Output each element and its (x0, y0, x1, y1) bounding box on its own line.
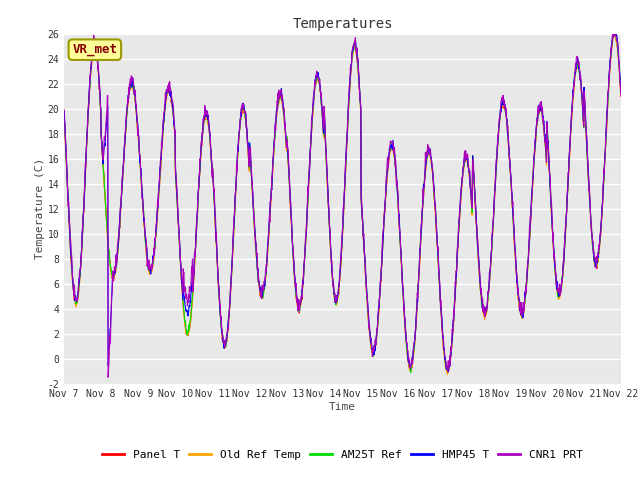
CNR1 PRT (184, 300, 192, 305)
Panel T (617, 94, 625, 99)
HMP45 T (551, 265, 559, 271)
HMP45 T (170, 119, 178, 124)
HMP45 T (611, 26, 618, 32)
Panel T (170, 123, 178, 129)
AM25T Ref (611, 28, 618, 34)
Old Ref Temp (170, 125, 178, 131)
Old Ref Temp (184, 333, 191, 339)
Panel T (184, 333, 191, 338)
Old Ref Temp (617, 91, 625, 96)
AM25T Ref (184, 330, 191, 336)
CNR1 PRT (429, 173, 437, 179)
Panel T (551, 267, 559, 273)
AM25T Ref (429, 175, 437, 180)
Panel T (612, 29, 620, 35)
X-axis label: Time: Time (329, 402, 356, 412)
Old Ref Temp (444, 372, 451, 378)
Old Ref Temp (611, 31, 618, 37)
Panel T (429, 171, 436, 177)
CNR1 PRT (611, 23, 619, 29)
AM25T Ref (407, 370, 415, 376)
CNR1 PRT (60, 107, 68, 113)
CNR1 PRT (502, 106, 509, 111)
AM25T Ref (60, 108, 68, 114)
Old Ref Temp (60, 111, 68, 117)
CNR1 PRT (617, 91, 625, 97)
Old Ref Temp (502, 110, 509, 116)
Line: AM25T Ref: AM25T Ref (64, 31, 621, 373)
HMP45 T (617, 89, 625, 95)
AM25T Ref (170, 124, 178, 130)
Line: Panel T: Panel T (64, 32, 621, 372)
Old Ref Temp (551, 270, 559, 276)
CNR1 PRT (171, 131, 179, 137)
Line: HMP45 T: HMP45 T (64, 29, 621, 372)
Line: CNR1 PRT: CNR1 PRT (64, 26, 621, 377)
HMP45 T (184, 313, 191, 319)
Line: Old Ref Temp: Old Ref Temp (64, 34, 621, 375)
Panel T (246, 151, 254, 157)
AM25T Ref (246, 148, 254, 154)
AM25T Ref (551, 267, 559, 273)
Legend: Panel T, Old Ref Temp, AM25T Ref, HMP45 T, CNR1 PRT: Panel T, Old Ref Temp, AM25T Ref, HMP45 … (97, 445, 588, 465)
CNR1 PRT (246, 145, 254, 151)
AM25T Ref (502, 110, 509, 116)
Title: Temperatures: Temperatures (292, 17, 393, 31)
AM25T Ref (617, 90, 625, 96)
HMP45 T (60, 108, 68, 113)
Old Ref Temp (246, 152, 254, 158)
Panel T (502, 110, 509, 116)
Y-axis label: Temperature (C): Temperature (C) (35, 158, 45, 259)
HMP45 T (429, 170, 436, 176)
HMP45 T (502, 109, 509, 115)
CNR1 PRT (104, 374, 112, 380)
Panel T (444, 369, 451, 375)
CNR1 PRT (551, 259, 559, 265)
HMP45 T (444, 369, 452, 375)
Old Ref Temp (429, 176, 436, 182)
HMP45 T (246, 147, 254, 153)
Panel T (60, 110, 68, 116)
Text: VR_met: VR_met (72, 43, 117, 56)
